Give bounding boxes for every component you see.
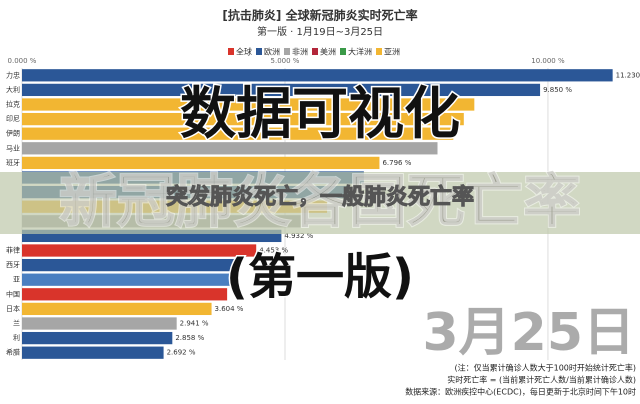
bar <box>22 127 454 140</box>
y-tick-label: 伊朗 <box>6 129 20 138</box>
bar <box>22 69 613 82</box>
y-tick-label: 菲律 <box>6 246 20 255</box>
y-tick-label: 中国 <box>6 289 20 298</box>
bar <box>22 331 173 345</box>
legend-label: 非洲 <box>292 47 308 57</box>
banner-big: 新冠肺炎各国死亡率 <box>59 167 581 235</box>
legend-label: 亚洲 <box>384 48 400 57</box>
chart-subtitle: 第一版 · 1月19日~3月25日 <box>257 25 383 38</box>
y-tick-label: 利 <box>13 333 20 342</box>
y-tick-label: 印尼 <box>6 115 20 123</box>
y-tick-label: 马业 <box>6 143 20 152</box>
x-tick-label: 10.000 % <box>531 57 565 65</box>
y-tick-label: 日本 <box>6 304 20 313</box>
legend-swatch <box>376 48 382 55</box>
legend-label: 全球 <box>236 47 252 57</box>
bar <box>22 346 164 359</box>
value-label: 4.932 % <box>284 232 313 240</box>
y-tick-label: 希腊 <box>6 348 20 357</box>
legend-swatch <box>312 48 318 55</box>
y-tick-label: 亚 <box>13 276 20 284</box>
y-tick-label: 西牙 <box>6 261 20 269</box>
y-tick-label: 兰 <box>13 319 20 328</box>
value-label: 9.850 % <box>543 86 572 94</box>
legend-swatch <box>284 48 290 55</box>
x-tick-label: 0.000 % <box>8 57 37 65</box>
value-label: 2.692 % <box>167 349 196 357</box>
bar <box>22 142 438 155</box>
chart-title: [抗击肺炎] 全球新冠肺炎实时死亡率 <box>222 8 417 23</box>
bar <box>22 258 238 272</box>
banner <box>0 172 640 234</box>
y-tick-label: 力忠 <box>6 70 20 79</box>
legend-swatch <box>228 48 234 55</box>
legend-label: 大洋洲 <box>348 47 372 57</box>
bar <box>22 98 475 111</box>
bar <box>22 302 212 316</box>
x-tick-label: 5.000 % <box>271 57 300 65</box>
y-tick-label: 大利 <box>6 85 20 94</box>
value-label: 6.796 % <box>382 159 411 167</box>
value-label: 2.858 % <box>175 334 204 342</box>
value-label: 2.941 % <box>180 320 209 328</box>
date: 3月25日 <box>422 303 635 363</box>
y-tick-label: 班牙 <box>6 158 20 167</box>
legend-label: 欧洲 <box>264 47 280 57</box>
legend-swatch <box>256 48 262 55</box>
bar <box>22 83 541 97</box>
bar <box>22 112 464 126</box>
note: (注：仅当累计确诊人数大于100时开始统计死亡率) <box>454 363 636 373</box>
bar <box>22 244 257 257</box>
bar <box>22 156 380 170</box>
note: 实时死亡率 = (当前累计死亡人数/当前累计确诊人数) <box>447 375 636 385</box>
edition: (第一版) <box>226 249 414 305</box>
bar <box>22 317 177 330</box>
value-label: 4.453 % <box>259 247 288 255</box>
bar <box>22 273 236 286</box>
headline: 数据可视化 <box>180 82 460 147</box>
y-tick-label: 拉克 <box>6 100 20 109</box>
legend-swatch <box>340 48 346 55</box>
note: 数据来源：欧洲疾控中心(ECDC)，每日更新于北京时间下午10时 <box>405 387 636 397</box>
value-label: 11.230 % <box>616 71 640 79</box>
bar <box>22 288 228 301</box>
legend-label: 美洲 <box>320 47 336 57</box>
banner-caption: 突发肺炎死亡，一般肺炎死亡率 <box>166 184 474 210</box>
value-label: 3.604 % <box>215 305 244 313</box>
